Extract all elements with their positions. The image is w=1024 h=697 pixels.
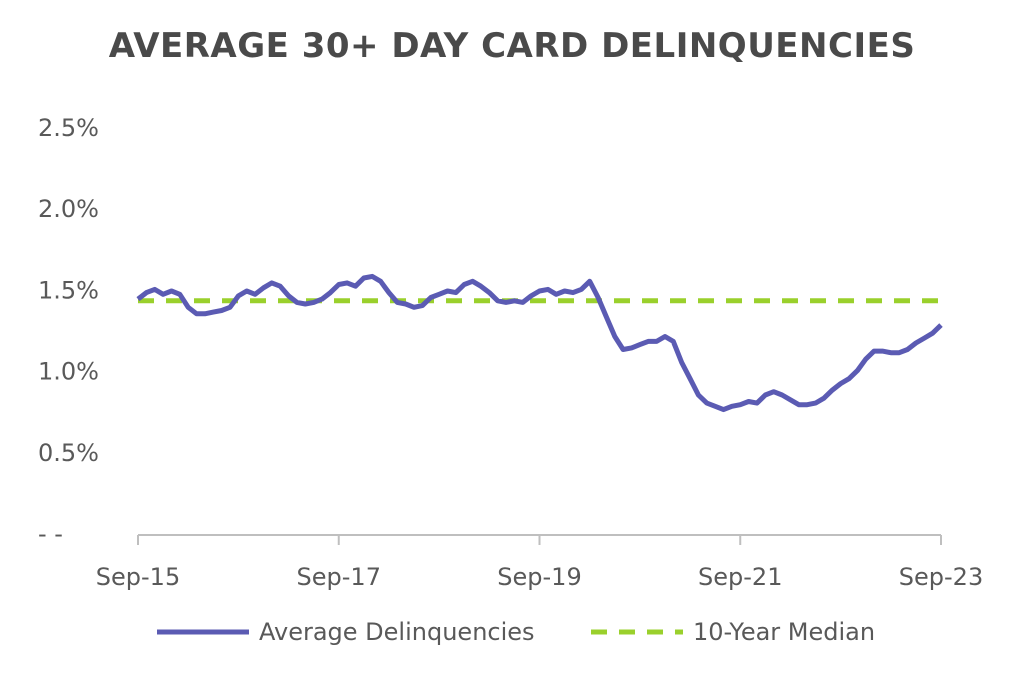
legend-label: 10-Year Median [693,618,876,646]
x-tick-label: Sep-17 [297,563,381,591]
x-tick-label: Sep-21 [698,563,782,591]
legend-item-average-delinquencies: Average Delinquencies [157,618,535,646]
legend-swatch-solid [157,629,249,635]
y-axis-labels: - - 0.5% 1.0% 1.5% 2.0% 2.5% [38,114,99,548]
x-tick-label: Sep-23 [899,563,983,591]
legend-label: Average Delinquencies [259,618,535,646]
chart-title: AVERAGE 30+ DAY CARD DELINQUENCIES [108,26,916,66]
y-tick-label: 2.0% [38,195,99,223]
series-line-average-delinquencies [136,273,943,413]
x-tick-label: Sep-19 [497,563,581,591]
legend-swatch-dashed [591,629,683,635]
series-layer [136,273,943,413]
y-tick-label: 0.5% [38,439,99,467]
x-axis: Sep-15 Sep-17 Sep-19 Sep-21 Sep-23 [96,534,983,591]
x-tick-label: Sep-15 [96,563,180,591]
legend-item-10-year-median: 10-Year Median [591,618,875,646]
y-tick-label: 1.5% [38,276,99,304]
y-tick-label: 1.0% [38,358,99,386]
legend: Average Delinquencies 10-Year Median [0,618,1024,658]
y-tick-label: 2.5% [38,114,99,142]
y-tick-label: - - [38,520,63,548]
